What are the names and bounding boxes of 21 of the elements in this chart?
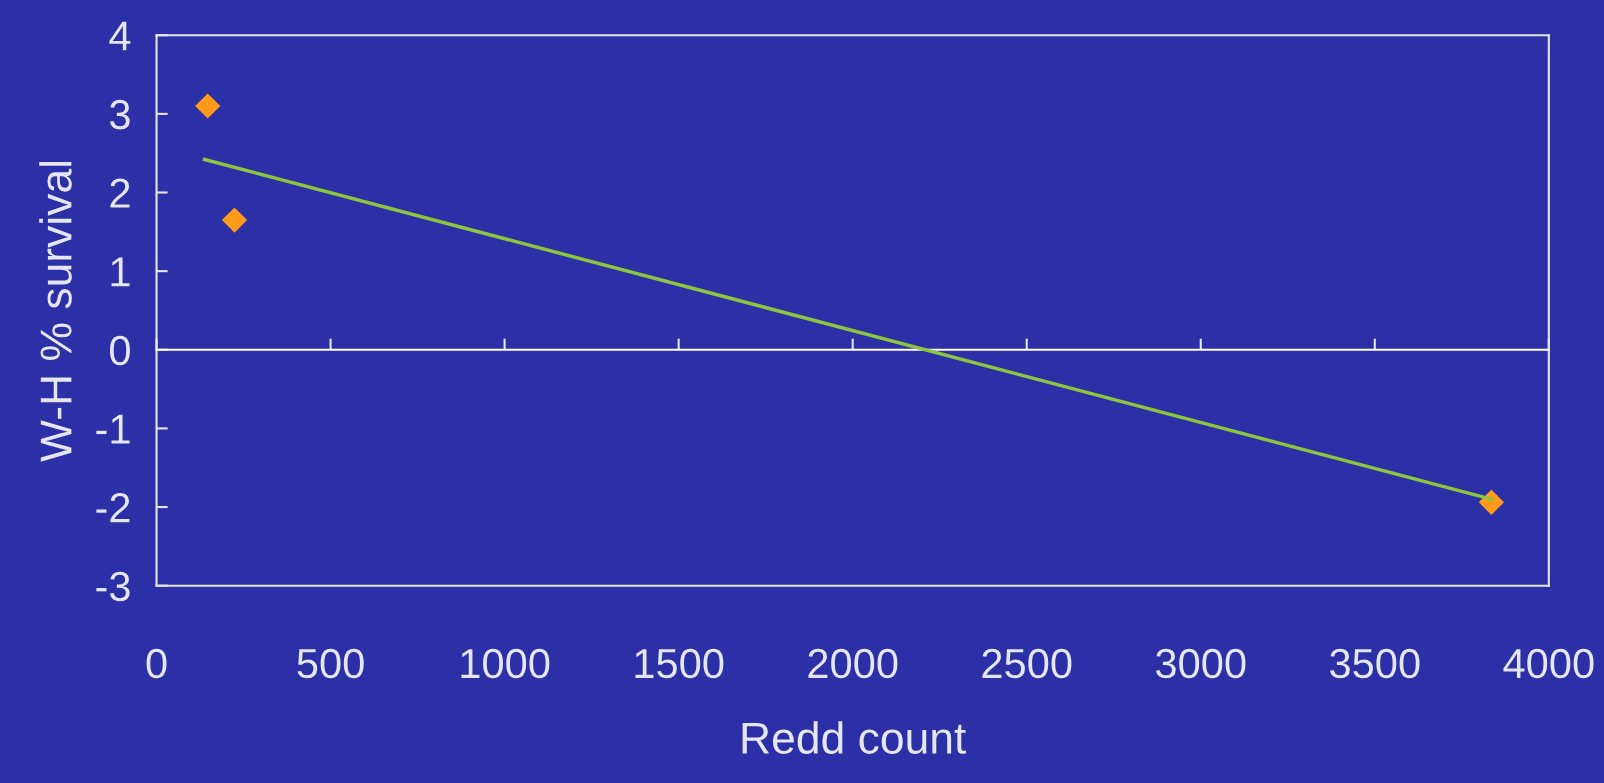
y-tick-label: -2 bbox=[96, 493, 130, 523]
x-tick-label: 4000 bbox=[1503, 648, 1594, 679]
x-tick-label: 1500 bbox=[635, 648, 724, 679]
point bbox=[195, 93, 221, 119]
y-tick-label: 3 bbox=[109, 99, 130, 130]
x-axis-title: Redd count bbox=[742, 721, 967, 754]
x-tick-label: 2000 bbox=[808, 648, 898, 679]
y-axis-title: W-H % survival bbox=[39, 161, 72, 462]
x-tick-label: 1000 bbox=[461, 648, 550, 679]
y-tick-label: 0 bbox=[110, 335, 130, 366]
x-tick-label: 3000 bbox=[1156, 648, 1246, 679]
y-tick-label: 2 bbox=[110, 178, 130, 208]
y-tick-label: -1 bbox=[96, 414, 130, 444]
x-tick-label: 3500 bbox=[1330, 648, 1420, 679]
x-tick-label: 500 bbox=[297, 648, 364, 679]
y-tick-label: -3 bbox=[96, 571, 130, 602]
y-tick-label: 4 bbox=[109, 21, 131, 51]
x-tick-label: 2500 bbox=[982, 648, 1072, 679]
x-tick-label: 0 bbox=[146, 648, 167, 679]
y-tick-label: 1 bbox=[111, 257, 130, 287]
point bbox=[221, 207, 248, 233]
